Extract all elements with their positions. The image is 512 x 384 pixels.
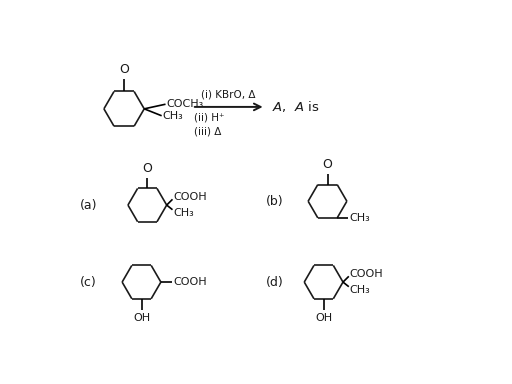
Text: (ii) H⁺: (ii) H⁺ — [194, 113, 224, 122]
Text: COCH₃: COCH₃ — [167, 99, 204, 109]
Text: (b): (b) — [266, 195, 283, 208]
Text: CH₃: CH₃ — [173, 208, 194, 218]
Text: COOH: COOH — [350, 270, 383, 280]
Text: $A$,  $A$ is: $A$, $A$ is — [272, 99, 320, 114]
Text: O: O — [119, 63, 129, 76]
Text: (i) KBrO, Δ: (i) KBrO, Δ — [201, 90, 256, 100]
Text: CH₃: CH₃ — [350, 285, 370, 295]
Text: (a): (a) — [79, 199, 97, 212]
Text: (d): (d) — [266, 276, 283, 289]
Text: CH₃: CH₃ — [349, 213, 370, 223]
Text: (iii) Δ: (iii) Δ — [194, 127, 221, 137]
Text: O: O — [142, 162, 152, 175]
Text: O: O — [323, 158, 332, 171]
Text: COOH: COOH — [173, 192, 207, 202]
Text: CH₃: CH₃ — [163, 111, 184, 121]
Text: COOH: COOH — [173, 277, 206, 287]
Text: OH: OH — [315, 313, 332, 323]
Text: OH: OH — [133, 313, 150, 323]
Text: (c): (c) — [79, 276, 96, 289]
